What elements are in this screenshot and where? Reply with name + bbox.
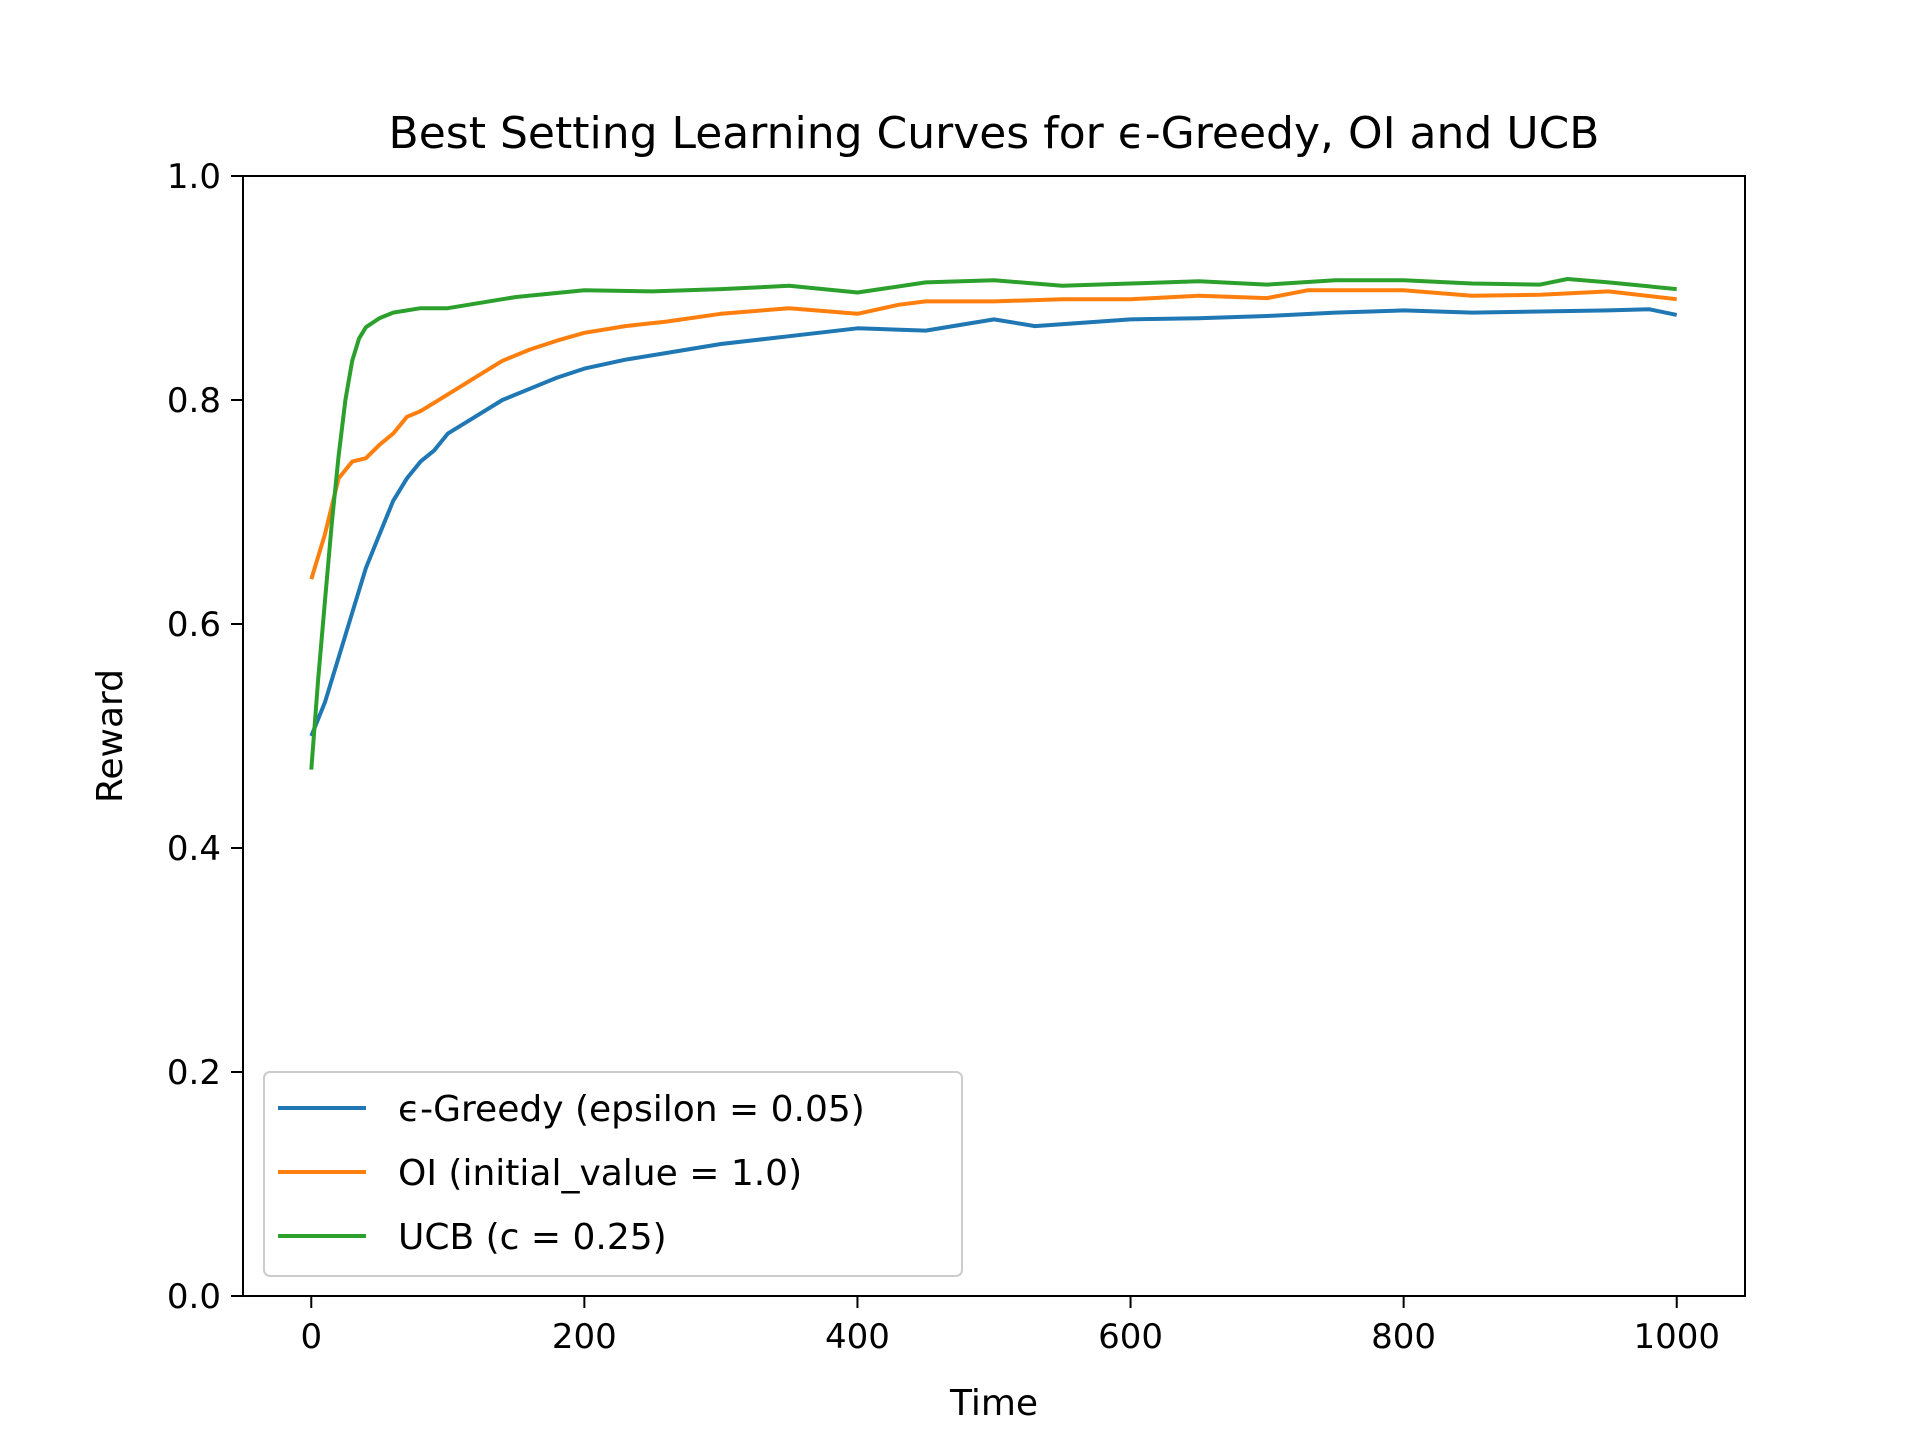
y-axis-label: Reward bbox=[90, 669, 131, 803]
y-tick-label: 0.6 bbox=[167, 605, 221, 645]
x-tick-label: 600 bbox=[1098, 1317, 1163, 1357]
y-axis: 0.0 0.2 0.4 0.6 0.8 1.0 bbox=[167, 157, 243, 1317]
y-tick-label: 0.0 bbox=[167, 1277, 221, 1317]
chart-title: Best Setting Learning Curves for ϵ-Greed… bbox=[389, 108, 1600, 159]
series-layer bbox=[309, 277, 1678, 770]
legend-label-0: ϵ-Greedy (epsilon = 0.05) bbox=[398, 1089, 865, 1130]
series-line-2 bbox=[309, 277, 1677, 770]
y-tick-label: 0.4 bbox=[167, 829, 221, 869]
legend-label-2: UCB (c = 0.25) bbox=[398, 1217, 667, 1258]
x-tick-label: 0 bbox=[300, 1317, 322, 1357]
x-axis-label: Time bbox=[949, 1383, 1038, 1424]
x-axis: 0 200 400 600 800 1000 bbox=[300, 1296, 1720, 1357]
series-line-1 bbox=[309, 288, 1677, 580]
y-tick-label: 1.0 bbox=[167, 157, 221, 197]
legend-label-1: OI (initial_value = 1.0) bbox=[398, 1153, 802, 1194]
x-tick-label: 1000 bbox=[1633, 1317, 1720, 1357]
y-tick-label: 0.2 bbox=[167, 1053, 221, 1093]
x-tick-label: 400 bbox=[825, 1317, 890, 1357]
series-line-0 bbox=[309, 307, 1678, 737]
x-tick-label: 200 bbox=[552, 1317, 617, 1357]
plot-frame bbox=[242, 175, 1746, 1297]
legend-box bbox=[263, 1071, 963, 1277]
y-tick-label: 0.8 bbox=[167, 381, 221, 421]
legend: ϵ-Greedy (epsilon = 0.05) OI (initial_val… bbox=[263, 1071, 963, 1277]
x-tick-label: 800 bbox=[1371, 1317, 1436, 1357]
